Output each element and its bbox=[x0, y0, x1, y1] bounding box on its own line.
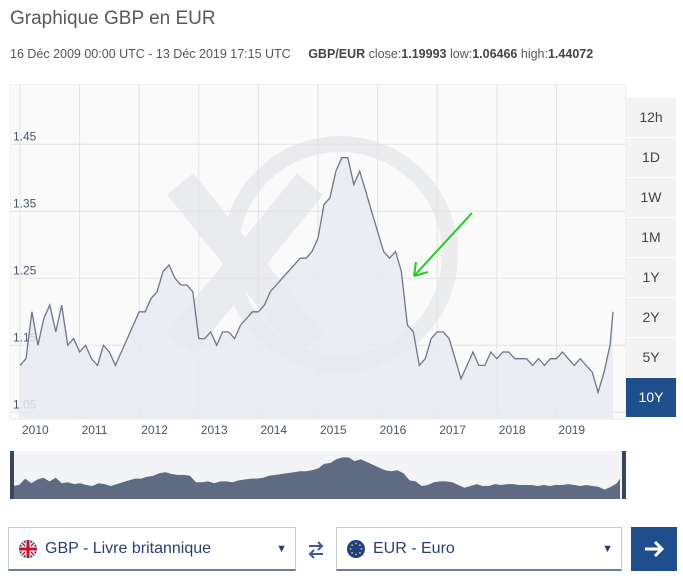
low-label: low: bbox=[449, 47, 473, 61]
chart-navigator[interactable] bbox=[10, 451, 626, 499]
range-button-2y[interactable]: 2Y bbox=[626, 298, 676, 338]
navigator-area bbox=[13, 457, 620, 499]
to-currency-label: EUR - Euro bbox=[373, 540, 455, 557]
x-tick-label: 2012 bbox=[141, 423, 168, 437]
x-tick-label: 2015 bbox=[320, 423, 347, 437]
y-tick-label: 1.35 bbox=[13, 196, 37, 210]
page-title: Graphique GBP en EUR bbox=[10, 8, 216, 29]
from-currency-select[interactable]: GBP - Livre britannique ▼ bbox=[8, 527, 296, 571]
y-tick-label: 1.25 bbox=[13, 263, 37, 277]
range-button-12h[interactable]: 12h bbox=[626, 98, 676, 138]
arrow-right-icon bbox=[645, 540, 665, 558]
to-currency-select[interactable]: EUR - Euro ▼ bbox=[336, 527, 622, 571]
x-tick-label: 2017 bbox=[439, 423, 466, 437]
range-button-1d[interactable]: 1D bbox=[626, 138, 676, 178]
navigator-handle-right[interactable] bbox=[622, 451, 626, 499]
rate-line bbox=[19, 157, 614, 395]
range-button-1m[interactable]: 1M bbox=[626, 218, 676, 258]
chart-svg: 2010 2011 2012 2013 2014 2015 2016 2017 2018 2019… bbox=[10, 84, 626, 437]
navigator-handle-left[interactable] bbox=[10, 451, 14, 499]
chevron-down-icon: ▼ bbox=[276, 543, 287, 555]
x-tick-label: 2018 bbox=[499, 423, 526, 437]
from-currency-label: GBP - Livre britannique bbox=[45, 540, 212, 557]
x-tick-label: 2019 bbox=[558, 423, 585, 437]
range-button-1w[interactable]: 1W bbox=[626, 178, 676, 218]
pair-label: GBP/EUR bbox=[308, 47, 366, 61]
rate-chart[interactable]: 2010 2011 2012 2013 2014 2015 2016 2017 2018 2019… bbox=[10, 84, 626, 439]
navigator-svg bbox=[10, 451, 626, 499]
range-selector: 12h 1D 1W 1M 1Y 2Y 5Y 10Y bbox=[626, 98, 676, 418]
range-button-1y[interactable]: 1Y bbox=[626, 258, 676, 298]
x-tick-label: 2013 bbox=[201, 423, 228, 437]
range-button-10y[interactable]: 10Y bbox=[626, 378, 676, 418]
chart-meta: 16 Déc 2009 00:00 UTC - 13 Déc 2019 17:1… bbox=[10, 47, 593, 61]
close-value: 1.19993 bbox=[401, 47, 447, 61]
convert-button[interactable] bbox=[631, 527, 677, 571]
close-label: close: bbox=[368, 47, 402, 61]
rate-area bbox=[20, 157, 613, 419]
uk-flag-icon bbox=[19, 540, 37, 558]
x-tick-label: 2014 bbox=[260, 423, 287, 437]
high-value: 1.44072 bbox=[547, 47, 594, 61]
x-tick-label: 2011 bbox=[82, 423, 108, 437]
high-label: high: bbox=[520, 47, 548, 61]
chevron-down-icon: ▼ bbox=[602, 543, 613, 555]
date-range: 16 Déc 2009 00:00 UTC - 13 Déc 2019 17:1… bbox=[10, 47, 291, 61]
range-button-5y[interactable]: 5Y bbox=[626, 338, 676, 378]
swap-icon[interactable] bbox=[304, 538, 328, 562]
y-tick-label: 1.45 bbox=[13, 129, 37, 143]
low-value: 1.06466 bbox=[472, 47, 518, 61]
x-tick-label: 2010 bbox=[22, 423, 49, 437]
x-tick-label: 2016 bbox=[380, 423, 407, 437]
eu-flag-icon bbox=[347, 540, 365, 558]
annotation-arrow bbox=[413, 212, 473, 277]
